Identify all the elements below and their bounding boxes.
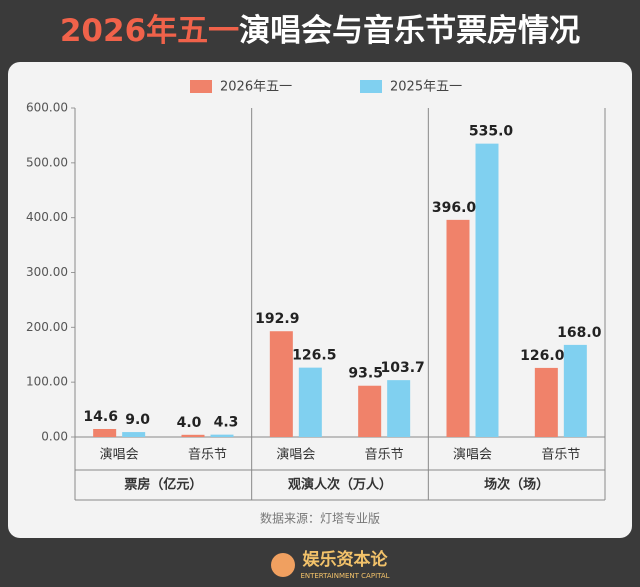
x-tick-label: 演唱会 — [453, 447, 492, 463]
value-label: 396.0 — [432, 200, 477, 216]
bar — [93, 428, 117, 437]
value-label: 168.0 — [557, 325, 602, 341]
bar — [269, 331, 293, 437]
x-tick-label: 演唱会 — [276, 447, 315, 463]
bar — [563, 344, 587, 437]
value-label: 9.0 — [125, 412, 150, 428]
value-label: 126.0 — [520, 348, 565, 364]
group-label: 票房（亿元） — [124, 477, 202, 493]
bar — [181, 434, 205, 437]
chart-panel — [8, 62, 632, 538]
value-label: 14.6 — [83, 409, 118, 425]
bar — [298, 367, 322, 437]
bar — [210, 434, 234, 437]
group-label: 观演人次（万人） — [288, 477, 392, 493]
brand-icon — [271, 553, 295, 577]
y-tick-label: 200.00 — [26, 320, 68, 334]
legend-swatch — [360, 80, 382, 93]
value-label: 535.0 — [469, 124, 514, 140]
y-tick-label: 100.00 — [26, 375, 68, 389]
legend-swatch — [190, 80, 212, 93]
y-tick-label: 400.00 — [26, 210, 68, 224]
x-tick-label: 演唱会 — [100, 447, 139, 463]
value-label: 93.5 — [348, 366, 383, 382]
legend-label: 2025年五一 — [390, 80, 462, 95]
bar — [475, 143, 499, 437]
value-label: 4.0 — [177, 415, 202, 431]
value-label: 192.9 — [255, 311, 299, 327]
y-tick-label: 300.00 — [26, 265, 68, 279]
x-tick-label: 音乐节 — [365, 447, 404, 463]
title-lead: 2026年五一 — [60, 13, 239, 49]
title-rest: 演唱会与音乐节票房情况 — [239, 13, 580, 49]
bar — [122, 432, 146, 437]
source-note: 数据来源：灯塔专业版 — [260, 511, 380, 526]
brand-subtitle: ENTERTAINMENT CAPITAL — [300, 572, 389, 580]
y-tick-label: 500.00 — [26, 155, 68, 169]
x-tick-label: 音乐节 — [188, 447, 227, 463]
x-tick-label: 音乐节 — [541, 447, 580, 463]
value-label: 4.3 — [214, 415, 239, 431]
legend-label: 2026年五一 — [220, 80, 292, 95]
bar — [534, 367, 558, 437]
bar — [358, 385, 382, 437]
y-tick-label: 0.00 — [41, 430, 68, 444]
bar — [387, 380, 411, 437]
value-label: 103.7 — [381, 360, 425, 376]
y-tick-label: 600.00 — [26, 101, 68, 115]
chart-title: 2026年五一演唱会与音乐节票房情况 — [60, 13, 580, 49]
group-label: 场次（场） — [484, 477, 549, 493]
brand-name: 娱乐资本论 — [303, 549, 389, 570]
bar — [446, 219, 470, 437]
value-label: 126.5 — [292, 348, 336, 364]
